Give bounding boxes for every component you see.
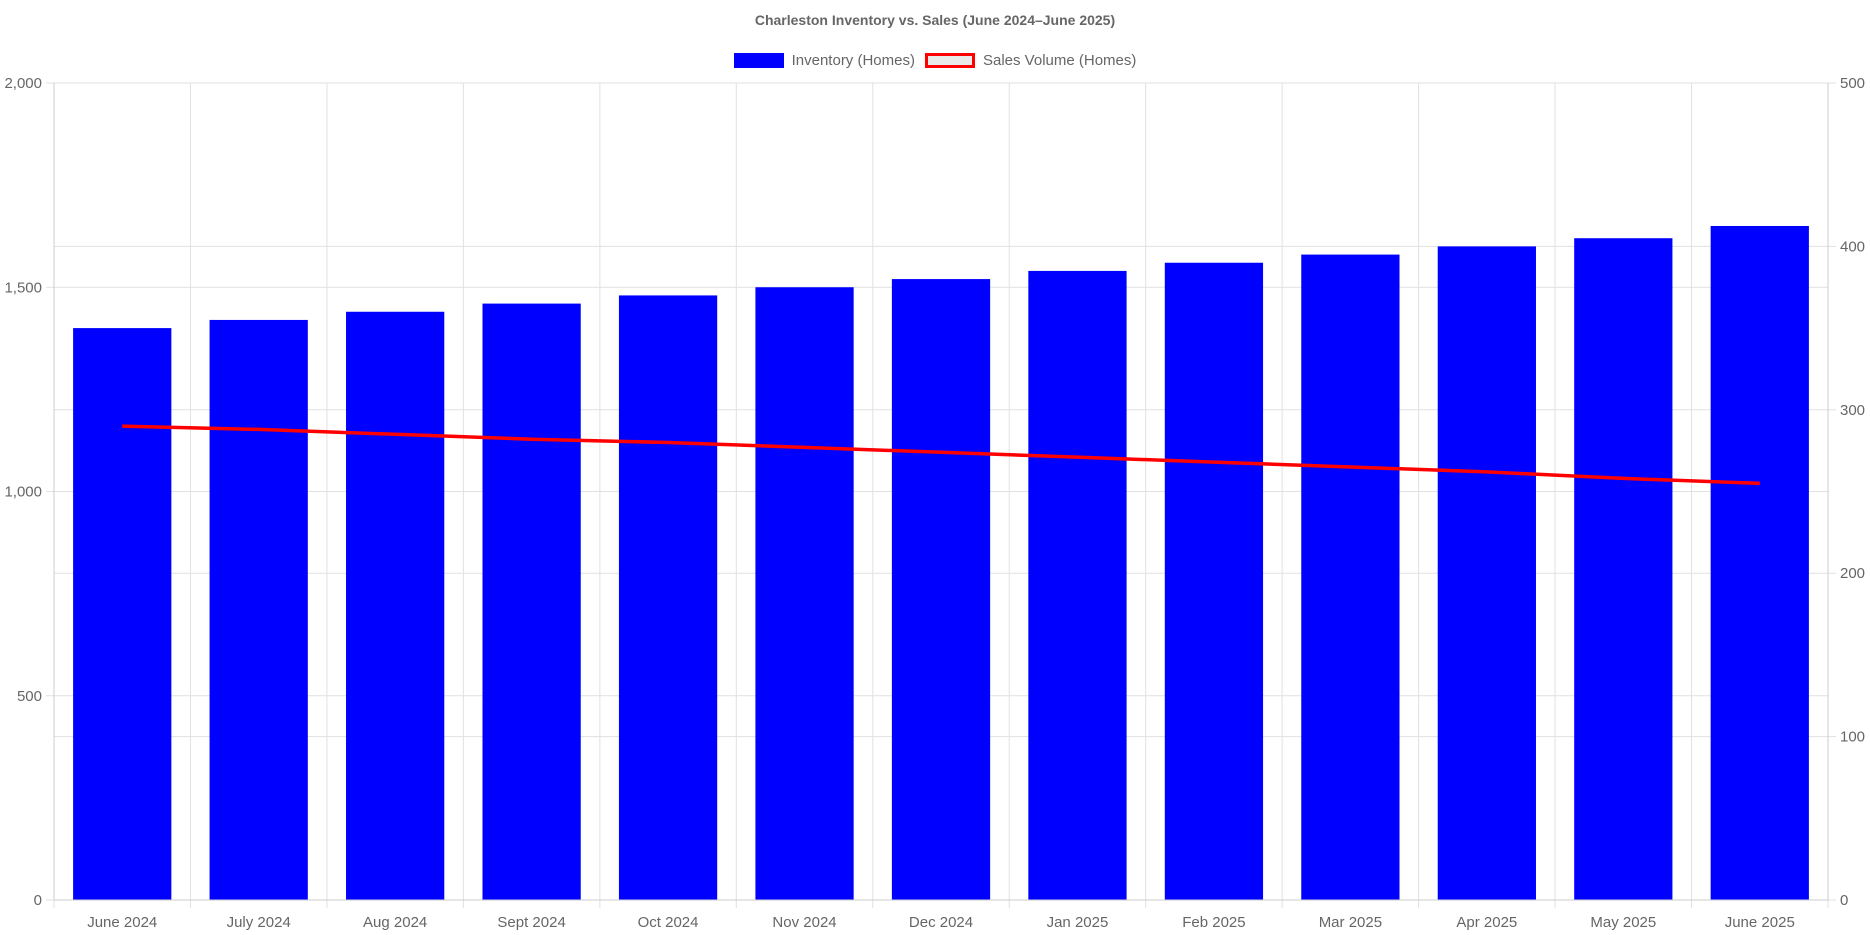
y-right-tick-label: 200 (1840, 565, 1865, 582)
x-tick-label: Mar 2025 (1319, 914, 1382, 931)
y-right-tick-label: 100 (1840, 729, 1865, 746)
bar-inventory (73, 328, 172, 901)
bar-inventory (1710, 225, 1809, 901)
y-left-tick-label: 500 (17, 688, 42, 705)
bar-inventory (1028, 270, 1127, 900)
legend-swatch-sales (924, 53, 975, 68)
bar-inventory (346, 311, 445, 900)
y-left-tick-label: 0 (34, 892, 42, 909)
y-right-tick-label: 0 (1840, 892, 1848, 909)
y-left-tick-label: 1,500 (4, 279, 42, 296)
bar-inventory (1164, 262, 1264, 900)
legend-swatch-inventory (733, 53, 784, 68)
line-sales-volume (122, 424, 1760, 486)
x-tick-label: Oct 2024 (638, 914, 699, 931)
bar-inventory (618, 295, 718, 900)
x-tick-label: Feb 2025 (1182, 914, 1245, 931)
y-right-tick-label: 400 (1840, 238, 1865, 255)
x-tick-label: Aug 2024 (363, 914, 427, 931)
y-right-tick-label: 500 (1840, 75, 1865, 92)
x-tick-label: Nov 2024 (772, 914, 836, 931)
x-tick-label: Sept 2024 (497, 914, 565, 931)
bar-inventory (482, 303, 581, 901)
bar-inventory (1574, 238, 1673, 901)
y-right-tick-label: 300 (1840, 402, 1865, 419)
x-tick-label: May 2025 (1590, 914, 1656, 931)
x-tick-label: Jan 2025 (1047, 914, 1109, 931)
legend-label-inventory: Inventory (Homes) (791, 52, 915, 69)
y-left-tick-label: 1,000 (4, 484, 42, 501)
y-left-tick-label: 2,000 (4, 75, 42, 92)
x-tick-label: Apr 2025 (1456, 914, 1517, 931)
x-tick-label: July 2024 (227, 914, 291, 931)
bar-inventory (1301, 254, 1400, 900)
x-tick-label: June 2025 (1725, 914, 1795, 931)
x-tick-label: June 2024 (87, 914, 157, 931)
bar-inventory (755, 287, 854, 900)
bar-inventory (209, 319, 308, 900)
chart-title: Charleston Inventory vs. Sales (June 202… (754, 12, 1116, 28)
bar-inventory (891, 279, 991, 901)
legend: Inventory (Homes) Sales Volume (Homes) (0, 52, 1870, 69)
legend-item-inventory[interactable]: Inventory (Homes) (733, 52, 915, 69)
legend-item-sales[interactable]: Sales Volume (Homes) (924, 52, 1137, 69)
x-tick-label: Dec 2024 (909, 914, 973, 931)
bar-inventory (1437, 246, 1536, 900)
legend-label-sales: Sales Volume (Homes) (982, 52, 1137, 69)
